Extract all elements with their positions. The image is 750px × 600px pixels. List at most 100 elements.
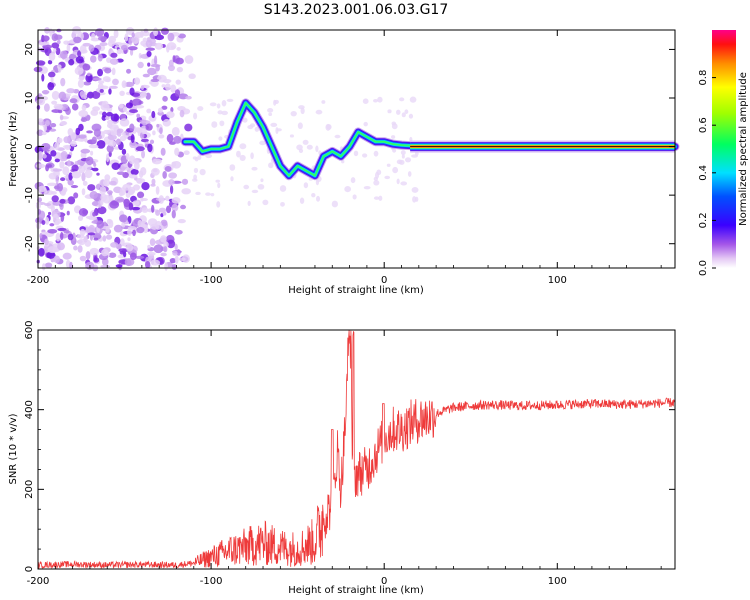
spectrogram-cell bbox=[140, 198, 148, 202]
spectrogram-cell bbox=[151, 110, 156, 119]
spectrogram-cell bbox=[260, 178, 264, 183]
spectrogram-cell bbox=[210, 192, 215, 197]
spectrogram-y-tick-label: -20 bbox=[24, 236, 35, 252]
spectrogram-cell bbox=[47, 71, 56, 78]
spectrogram-cell bbox=[51, 42, 60, 49]
spectrogram-cell bbox=[52, 48, 57, 53]
spectrogram-cell bbox=[162, 119, 171, 127]
spectrogram-cell bbox=[50, 150, 57, 157]
spectrogram-cell bbox=[84, 169, 93, 179]
spectrogram-cell bbox=[280, 201, 285, 207]
spectrogram-cell bbox=[193, 167, 199, 174]
spectrogram-cell bbox=[122, 106, 128, 113]
spectrogram-cell bbox=[392, 166, 399, 174]
spectrogram-x-tick-label: -200 bbox=[27, 275, 50, 286]
spectrogram-cell bbox=[73, 36, 82, 44]
spectrogram-cell bbox=[147, 143, 153, 153]
spectrogram-cell bbox=[172, 55, 176, 63]
spectrogram-carrier-band bbox=[410, 146, 675, 147]
spectrogram-cell bbox=[160, 235, 167, 243]
spectrogram-cell bbox=[43, 124, 47, 132]
spectrogram-cell bbox=[215, 179, 220, 183]
spectrogram-cell bbox=[118, 103, 124, 109]
spectrogram-cell bbox=[38, 247, 45, 257]
spectrogram-cell bbox=[262, 199, 269, 206]
spectrogram-cell bbox=[114, 196, 125, 203]
spectrogram-cell bbox=[174, 147, 180, 156]
spectrogram-cell bbox=[344, 185, 352, 193]
spectrogram-cell bbox=[193, 112, 198, 120]
spectrogram-cell bbox=[38, 41, 49, 46]
spectrogram-cell bbox=[129, 109, 138, 114]
spectrogram-cell bbox=[57, 64, 62, 69]
spectrogram-cell bbox=[279, 185, 287, 192]
spectrogram-cell bbox=[50, 123, 57, 128]
spectrogram-cell bbox=[315, 109, 323, 115]
spectrogram-y-label: Frequency (Hz) bbox=[8, 111, 19, 187]
spectrogram-cell bbox=[118, 166, 126, 172]
spectrogram-cell bbox=[54, 141, 60, 151]
spectrogram-cell bbox=[136, 177, 143, 184]
spectrogram-cell bbox=[127, 46, 138, 51]
spectrogram-cell bbox=[100, 103, 110, 111]
spectrogram-cell bbox=[161, 84, 166, 88]
spectrogram-cell bbox=[60, 150, 68, 160]
spectrogram-cell bbox=[63, 145, 69, 149]
spectrogram-cell bbox=[91, 136, 97, 145]
spectrogram-cell bbox=[60, 231, 64, 241]
spectrogram-cell bbox=[47, 60, 53, 65]
spectrogram-cell bbox=[197, 106, 204, 111]
spectrogram-cell bbox=[81, 172, 86, 182]
spectrogram-cell bbox=[132, 200, 140, 206]
spectrogram-cell bbox=[85, 156, 94, 166]
spectrogram-cell bbox=[87, 72, 91, 77]
spectrogram-cell bbox=[119, 118, 130, 127]
spectrogram-cell bbox=[176, 46, 181, 51]
spectrogram-cell bbox=[311, 193, 316, 198]
spectrogram-cell bbox=[162, 95, 168, 102]
spectrogram-cell bbox=[78, 76, 85, 81]
spectrogram-cell bbox=[154, 220, 163, 230]
spectrogram-cell bbox=[299, 197, 305, 204]
spectrogram-cell bbox=[192, 156, 198, 160]
spectrogram-y-tick-label: -10 bbox=[24, 187, 35, 203]
spectrogram-cell bbox=[142, 73, 150, 78]
spectrogram-cell bbox=[53, 255, 61, 264]
spectrogram-cell bbox=[97, 82, 104, 91]
spectrogram-cell bbox=[54, 158, 60, 163]
spectrogram-cell bbox=[47, 164, 53, 168]
spectrogram-cell bbox=[62, 166, 70, 176]
spectrogram-cell bbox=[59, 161, 65, 169]
spectrogram-cell bbox=[99, 42, 108, 47]
spectrogram-cell bbox=[363, 186, 371, 190]
spectrogram-cell bbox=[119, 187, 126, 196]
spectrogram-cell bbox=[162, 170, 167, 179]
spectrogram-y-ticks: -20 -10 0 10 20 bbox=[24, 43, 675, 252]
spectrogram-cell bbox=[50, 76, 54, 83]
spectrogram-cell bbox=[113, 29, 119, 39]
spectrogram-cell bbox=[57, 147, 65, 151]
spectrogram-cell bbox=[59, 114, 64, 121]
spectrogram-cell bbox=[219, 120, 225, 127]
spectrogram-cell bbox=[71, 103, 79, 111]
colorbar: 0.0 0.2 0.4 0.6 0.8 Normalized spectral ampl… bbox=[698, 30, 749, 276]
spectrogram-heatmap bbox=[33, 26, 419, 272]
spectrogram-cell bbox=[96, 172, 100, 176]
spectrogram-cell bbox=[165, 195, 170, 202]
spectrogram-cell bbox=[174, 255, 179, 264]
spectrogram-cell bbox=[362, 98, 369, 104]
spectrogram-cell bbox=[205, 192, 211, 196]
spectrogram-cell bbox=[112, 78, 119, 86]
spectrogram-cell bbox=[52, 168, 63, 172]
spectrogram-cell bbox=[44, 120, 50, 127]
spectrogram-cell bbox=[170, 45, 176, 50]
spectrogram-cell bbox=[181, 188, 191, 195]
spectrogram-cell bbox=[77, 215, 84, 222]
spectrogram-cell bbox=[73, 245, 78, 251]
spectrogram-cell bbox=[132, 229, 136, 237]
spectrogram-y-tick-label: 0 bbox=[24, 143, 35, 149]
spectrogram-cell bbox=[239, 143, 247, 150]
spectrogram-cell bbox=[96, 220, 105, 229]
spectrogram-cell bbox=[121, 80, 127, 89]
